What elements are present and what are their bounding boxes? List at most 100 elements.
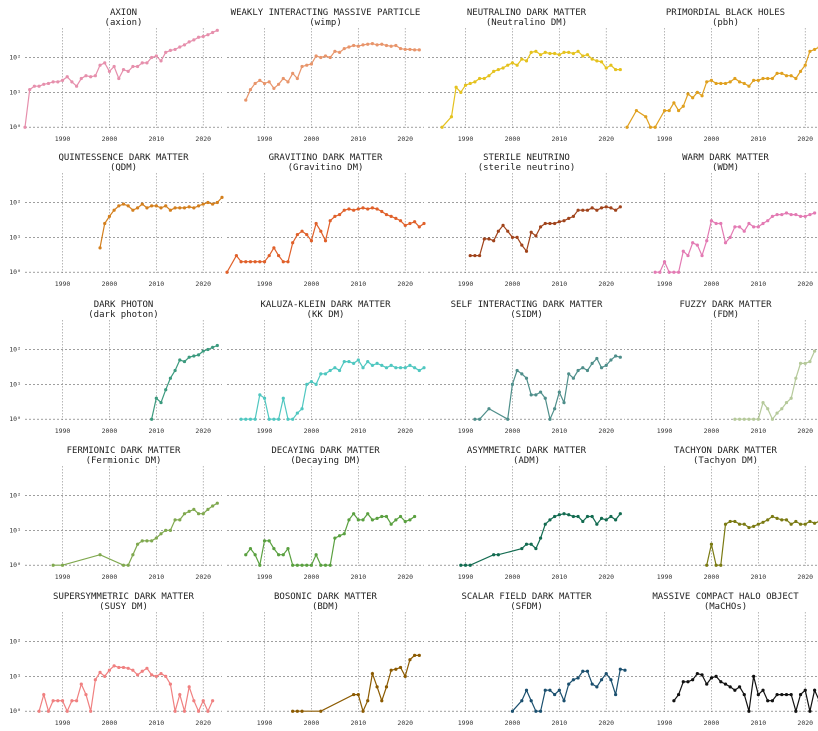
data-point (244, 553, 248, 557)
data-point (496, 67, 500, 72)
data-point (742, 522, 746, 526)
data-point (808, 359, 812, 364)
data-point (398, 665, 403, 670)
x-tick-label: 1990 (657, 135, 673, 143)
data-point (770, 76, 775, 81)
data-point (599, 678, 604, 682)
data-point (248, 260, 253, 264)
data-point (384, 366, 389, 370)
data-point (766, 219, 770, 223)
data-point (618, 67, 622, 72)
data-point (150, 55, 154, 60)
data-point (65, 75, 69, 79)
data-point (609, 63, 613, 67)
data-point (487, 74, 491, 78)
data-point (352, 512, 356, 516)
data-point (56, 80, 60, 84)
data-point (538, 536, 543, 540)
data-point (187, 205, 191, 209)
data-point (571, 51, 576, 56)
series-line (245, 42, 420, 101)
data-point (789, 396, 793, 400)
x-tick-label: 2000 (505, 135, 521, 143)
x-tick-label: 2000 (304, 135, 320, 143)
x-tick-label: 1990 (55, 573, 71, 581)
data-point (417, 368, 421, 373)
data-point (375, 516, 379, 521)
data-point (121, 202, 126, 206)
x-tick-label: 1990 (257, 719, 273, 727)
data-point (337, 534, 342, 538)
data-point (567, 50, 571, 54)
data-point (398, 366, 403, 370)
x-tick-label: 2010 (552, 573, 568, 581)
data-point (534, 393, 538, 397)
data-point (557, 688, 561, 692)
data-point (686, 92, 690, 96)
panel-title: KALUZA-KLEIN DARK MATTER (260, 300, 391, 310)
data-point (328, 368, 332, 373)
data-point (733, 225, 737, 229)
data-point (314, 54, 318, 58)
data-point (211, 699, 215, 703)
data-point (140, 539, 144, 543)
data-point (803, 63, 807, 67)
data-point (742, 692, 746, 697)
data-point (695, 243, 699, 247)
x-tick-label: 2000 (102, 719, 118, 727)
data-point (314, 221, 318, 226)
data-point (112, 208, 116, 212)
data-point (761, 221, 765, 226)
data-point (305, 63, 309, 67)
data-point (291, 563, 295, 567)
data-point (534, 234, 538, 238)
x-tick-label: 2000 (102, 427, 118, 435)
data-point (187, 40, 191, 44)
data-point (375, 207, 379, 211)
x-tick-label: 2010 (552, 719, 568, 727)
data-point (548, 417, 552, 421)
data-point (135, 206, 140, 210)
x-tick-label: 2010 (351, 573, 367, 581)
data-point (686, 680, 690, 684)
data-point (614, 208, 618, 212)
data-point (164, 528, 168, 532)
data-point (272, 86, 276, 90)
data-point (319, 372, 323, 376)
data-point (361, 43, 365, 47)
data-point (253, 260, 257, 264)
data-point (590, 57, 594, 61)
x-tick-label: 2000 (505, 719, 521, 727)
x-tick-label: 2010 (351, 135, 367, 143)
data-point (761, 76, 765, 81)
data-point (366, 699, 370, 703)
data-point (347, 45, 351, 49)
data-point (780, 407, 784, 411)
data-point (352, 208, 356, 212)
data-point (201, 699, 205, 703)
data-point (248, 546, 253, 551)
data-point (705, 682, 709, 686)
data-point (761, 688, 765, 692)
data-point (262, 81, 267, 86)
data-point (403, 674, 407, 678)
data-point (32, 84, 36, 88)
data-point (258, 563, 262, 567)
data-point (506, 229, 510, 233)
x-tick-label: 1990 (257, 573, 273, 581)
data-point (361, 206, 365, 210)
data-point (449, 115, 454, 119)
data-point (51, 80, 55, 84)
data-point (775, 692, 779, 697)
series-line (474, 355, 621, 422)
data-point (510, 235, 515, 239)
panel-subtitle: (sterile neutrino) (478, 163, 576, 173)
data-point (140, 202, 144, 206)
data-point (159, 400, 163, 405)
data-point (585, 53, 590, 57)
data-point (413, 653, 417, 657)
data-point (557, 390, 561, 394)
data-point (794, 212, 798, 217)
data-point (714, 221, 718, 226)
data-point (239, 417, 243, 421)
